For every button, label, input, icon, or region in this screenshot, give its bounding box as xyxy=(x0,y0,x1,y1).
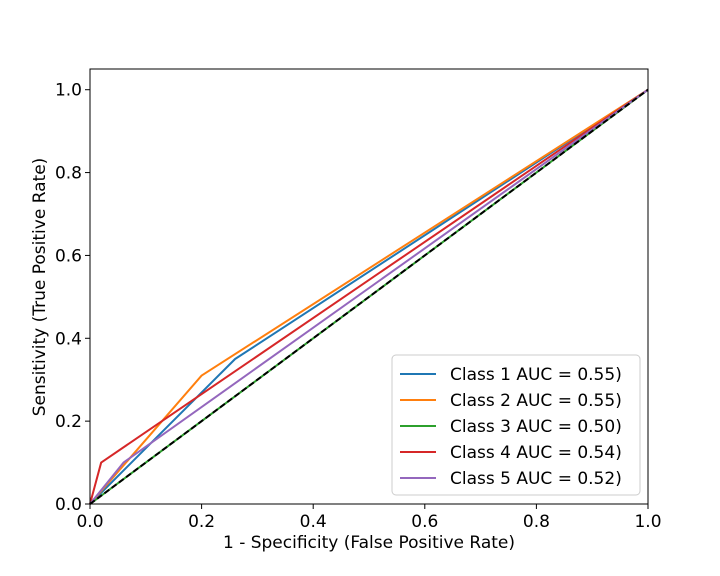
legend-box xyxy=(391,354,641,496)
x-axis-label: 1 - Specificity (False Positive Rate) xyxy=(223,533,515,553)
y-tick-label: 0.0 xyxy=(55,495,82,515)
x-axis-ticks: 0.0 0.2 0.4 0.6 0.8 1.0 xyxy=(76,504,662,532)
x-tick-label: 0.8 xyxy=(523,512,550,532)
x-tick-label: 0.0 xyxy=(76,512,103,532)
y-tick-label: 0.2 xyxy=(55,412,82,432)
y-tick-label: 0.8 xyxy=(55,164,82,184)
legend-label-class-3: Class 3 AUC = 0.50) xyxy=(450,417,622,437)
y-tick-label: 0.6 xyxy=(55,246,82,266)
series-line-class-2 xyxy=(89,88,649,505)
legend-label-class-1: Class 1 AUC = 0.55) xyxy=(450,365,622,385)
x-tick-label: 0.6 xyxy=(411,512,438,532)
plot-frame xyxy=(89,68,649,505)
x-tick-label: 1.0 xyxy=(634,512,661,532)
legend: Class 1 AUC = 0.55) Class 2 AUC = 0.55) Cl… xyxy=(391,354,641,496)
series-layer xyxy=(89,88,649,505)
series-line-class-1 xyxy=(89,88,649,505)
series-line-class-4 xyxy=(89,88,649,505)
legend-label-class-2: Class 2 AUC = 0.55) xyxy=(450,391,622,411)
y-axis-ticks: 0.0 0.2 0.4 0.6 0.8 1.0 xyxy=(55,81,90,515)
y-axis-label: Sensitivity (True Positive Rate) xyxy=(30,158,50,417)
y-tick-label: 0.4 xyxy=(55,329,82,349)
x-tick-label: 0.4 xyxy=(300,512,327,532)
legend-label-class-4: Class 4 AUC = 0.54) xyxy=(450,443,622,463)
y-tick-label: 1.0 xyxy=(55,81,82,101)
reference-diagonal-line xyxy=(89,88,649,505)
x-tick-label: 0.2 xyxy=(188,512,215,532)
legend-label-class-5: Class 5 AUC = 0.52) xyxy=(450,469,622,489)
series-line-class-5 xyxy=(89,88,649,505)
